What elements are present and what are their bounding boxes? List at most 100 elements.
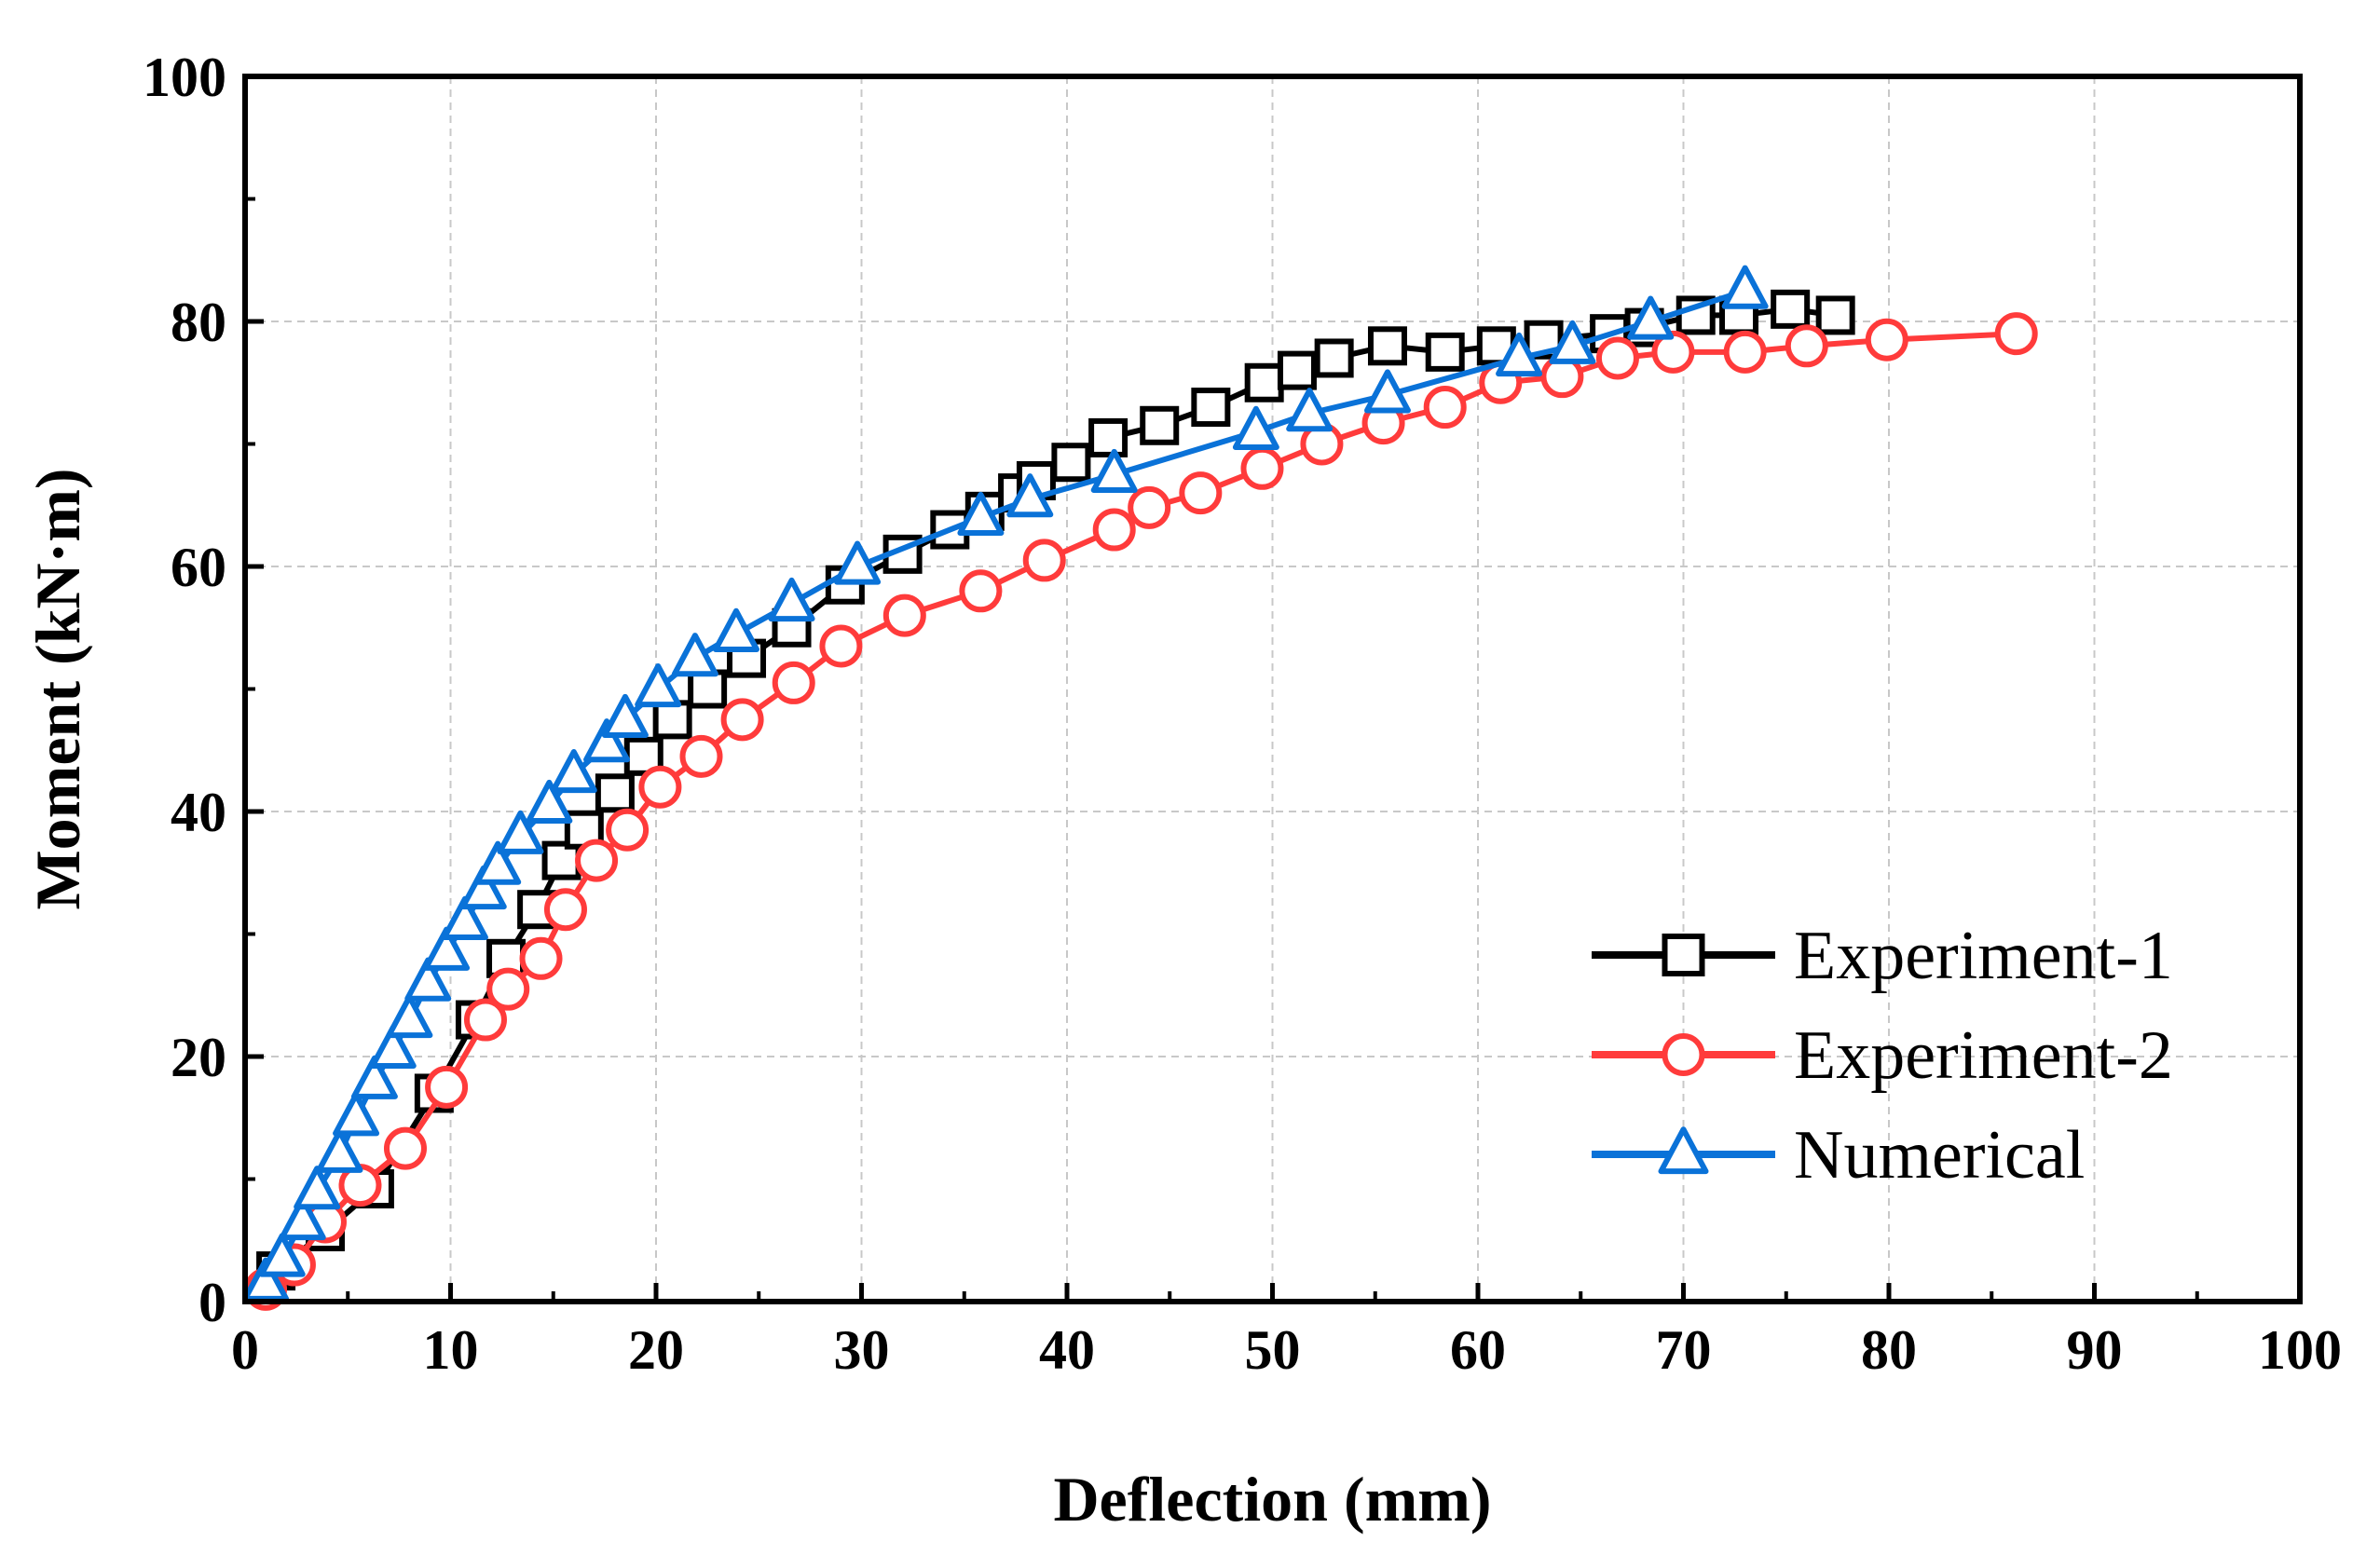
data-point: [1232, 405, 1279, 450]
data-point: [1815, 295, 1855, 335]
x-tick-label: 30: [834, 1319, 890, 1381]
data-point: [1651, 330, 1695, 374]
data-point: [583, 718, 631, 763]
data-point: [242, 1257, 290, 1302]
x-tick-label: 60: [1450, 1319, 1506, 1381]
data-point: [623, 736, 663, 776]
legend-item: Numerical: [1592, 1117, 2085, 1194]
data-point: [1363, 369, 1411, 414]
data-point: [459, 865, 507, 910]
data-point: [1022, 539, 1066, 582]
data-point: [423, 926, 471, 971]
y-tick-label: 0: [198, 1272, 226, 1333]
data-point: [720, 698, 764, 742]
data-point: [638, 765, 682, 809]
data-point: [679, 734, 723, 778]
data-point: [712, 607, 759, 652]
data-point: [1179, 471, 1223, 515]
legend-swatch-marker: [1662, 1033, 1705, 1076]
data-point: [550, 748, 597, 794]
data-point: [279, 1195, 326, 1241]
data-point: [1244, 362, 1284, 402]
data-point: [1496, 332, 1543, 377]
data-point: [294, 1166, 341, 1210]
data-point: [1721, 265, 1769, 309]
data-point: [1314, 338, 1354, 378]
data-point: [1140, 405, 1180, 445]
data-point: [463, 998, 507, 1042]
legend-swatch-marker: [1662, 934, 1705, 976]
data-point: [404, 957, 452, 1002]
data-point: [1277, 350, 1317, 390]
data-point: [1006, 473, 1054, 518]
data-point: [575, 839, 619, 882]
data-point: [957, 491, 1005, 537]
data-point: [768, 577, 815, 622]
series-numerical: [242, 265, 1769, 1302]
data-point: [1723, 330, 1767, 374]
x-axis-title: Deflection (mm): [1053, 1464, 1491, 1535]
series-experiment-2: [244, 312, 2038, 1311]
data-point: [316, 1128, 363, 1173]
x-tick-label: 70: [1656, 1319, 1712, 1381]
y-axis-title: Moment (kN·m): [22, 468, 93, 909]
data-point: [688, 669, 728, 709]
data-point: [526, 779, 573, 825]
data-point: [772, 661, 815, 704]
data-point: [1286, 388, 1334, 432]
grid-lines: [245, 76, 2300, 1302]
data-point: [959, 569, 1003, 613]
legend: Experiment-1 Experiment-2 Numerical: [1592, 918, 2173, 1194]
data-point: [1865, 318, 1908, 361]
data-point: [1240, 446, 1284, 490]
legend-label: Numerical: [1794, 1117, 2085, 1194]
data-point: [1627, 295, 1675, 340]
data-point: [258, 1233, 306, 1277]
data-point: [425, 1065, 469, 1109]
data-point: [1423, 386, 1467, 430]
x-tick-label: 100: [2258, 1319, 2342, 1381]
y-tick-label: 100: [143, 47, 226, 108]
data-point: [1128, 485, 1171, 529]
data-point: [671, 633, 718, 677]
data-point: [1051, 443, 1091, 483]
series-line: [264, 331, 2017, 1292]
legend-item: Experiment-1: [1592, 918, 2173, 994]
data-point: [486, 967, 530, 1011]
data-point: [497, 810, 544, 854]
data-point: [635, 662, 682, 708]
x-tick-label: 10: [423, 1319, 479, 1381]
y-tick-label: 40: [171, 782, 226, 843]
data-point: [652, 700, 692, 740]
data-point: [441, 895, 488, 940]
data-point: [1785, 324, 1828, 368]
legend-label: Experiment-2: [1794, 1017, 2173, 1094]
data-point: [386, 993, 433, 1039]
x-tick-label: 50: [1245, 1319, 1301, 1381]
data-point: [350, 1055, 398, 1099]
data-point: [1090, 448, 1138, 494]
data-point: [1771, 289, 1811, 329]
data-point: [519, 936, 563, 980]
data-point: [882, 593, 926, 637]
data-point: [1994, 312, 2038, 356]
data-point: [333, 1092, 380, 1137]
y-tick-label: 80: [171, 292, 226, 353]
data-point: [1092, 508, 1136, 552]
legend-item: Experiment-2: [1592, 1017, 2173, 1094]
data-point: [383, 1126, 427, 1170]
data-point: [595, 773, 635, 813]
axis-ticks: 0 10 20 30 40 50 60 70 80 90 100 0 20 40 60 80 100: [143, 47, 2342, 1381]
data-point: [601, 693, 649, 739]
y-tick-label: 60: [171, 537, 226, 598]
data-point: [474, 840, 522, 885]
plot-series: [242, 265, 2038, 1311]
data-point: [369, 1024, 417, 1070]
data-point: [1425, 332, 1465, 372]
data-point: [834, 540, 882, 585]
x-tick-label: 20: [628, 1319, 684, 1381]
data-point: [543, 888, 587, 932]
legend-swatch-marker: [1658, 1126, 1709, 1175]
series-line: [263, 288, 1746, 1285]
